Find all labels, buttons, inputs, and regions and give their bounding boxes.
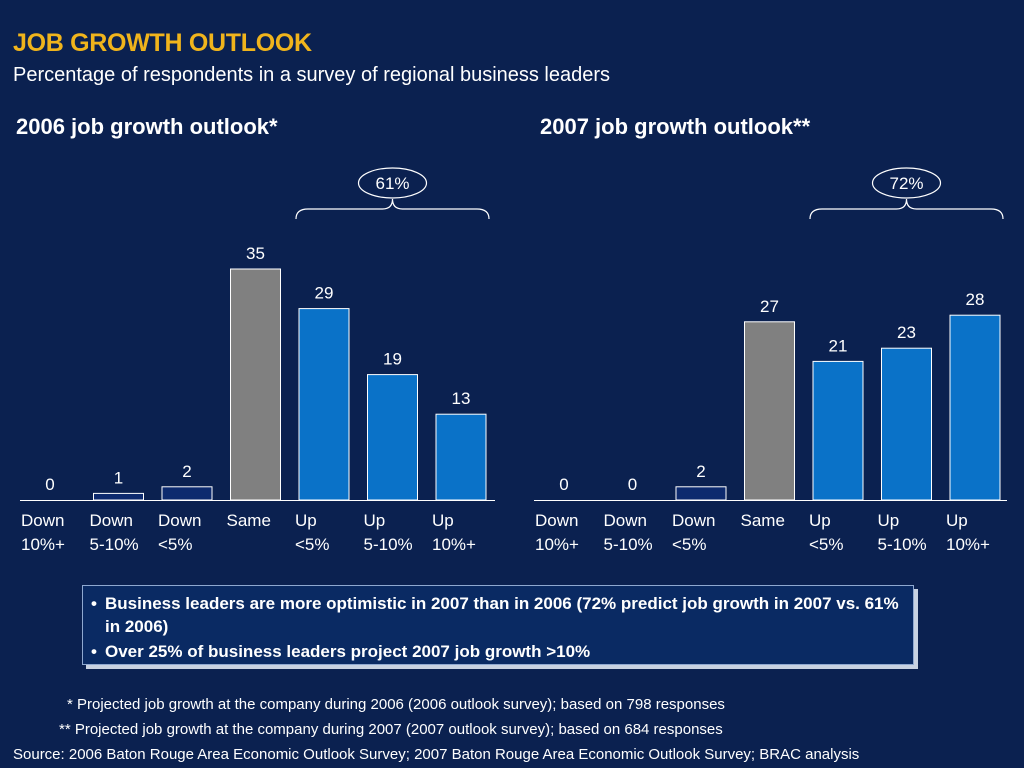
tick-label: Down: [535, 511, 578, 530]
finding-text: Business leaders are more optimistic in …: [105, 594, 899, 636]
data-label: 27: [760, 297, 779, 316]
tick-label: 10%+: [946, 535, 990, 554]
source-note: Source: 2006 Baton Rouge Area Economic O…: [13, 746, 860, 763]
tick-label: Up: [878, 511, 900, 530]
footnote-2007: ** Projected job growth at the company d…: [59, 721, 723, 738]
data-label: 23: [897, 323, 916, 342]
data-label: 28: [966, 290, 985, 309]
data-label: 0: [628, 475, 637, 494]
bracket-label-oval: [357, 167, 428, 199]
data-label: 0: [559, 475, 568, 494]
finding-text: Over 25% of business leaders project 200…: [105, 642, 591, 661]
tick-label: <5%: [672, 535, 707, 554]
bracket-label: 72%: [889, 174, 923, 193]
tick-label: Up: [946, 511, 968, 530]
tick-label: <5%: [158, 535, 193, 554]
tick-label: Same: [227, 511, 271, 530]
bar: [298, 308, 350, 501]
data-label: 2: [696, 462, 705, 481]
data-label: 29: [315, 284, 334, 303]
bar: [812, 360, 864, 501]
bracket-label: 61%: [375, 174, 409, 193]
tick-label: Down: [90, 511, 133, 530]
bar: [881, 347, 932, 501]
tick-label: Same: [741, 511, 785, 530]
tick-label: Down: [604, 511, 647, 530]
bar: [230, 268, 281, 501]
footnote-2006: * Projected job growth at the company du…: [67, 696, 725, 713]
bracket-label-oval: [871, 167, 942, 199]
bracket: [295, 198, 490, 220]
bar: [435, 413, 487, 501]
data-label: 35: [246, 244, 265, 263]
data-label: 1: [114, 468, 123, 487]
tick-label: Down: [158, 511, 201, 530]
tick-label: Up: [364, 511, 386, 530]
bar: [161, 486, 213, 501]
bullet-dot: •: [91, 642, 97, 661]
tick-label: 5-10%: [90, 535, 139, 554]
data-label: 13: [452, 389, 471, 408]
tick-label: 10%+: [21, 535, 65, 554]
tick-label: 10%+: [535, 535, 579, 554]
bar: [93, 492, 144, 501]
page-subtitle: Percentage of respondents in a survey of…: [13, 64, 611, 86]
chart-title-2006: 2006 job growth outlook*: [16, 114, 278, 139]
finding-bullet: • Over 25% of business leaders project 2…: [91, 640, 903, 663]
tick-label: Up: [809, 511, 831, 530]
bar: [949, 314, 1001, 501]
tick-label: Up: [295, 511, 317, 530]
tick-label: <5%: [809, 535, 844, 554]
data-label: 0: [45, 475, 54, 494]
tick-label: 5-10%: [878, 535, 927, 554]
bar: [675, 486, 727, 501]
tick-label: 10%+: [432, 535, 476, 554]
data-label: 2: [182, 462, 191, 481]
tick-label: 5-10%: [604, 535, 653, 554]
tick-label: <5%: [295, 535, 330, 554]
finding-bullet: • Business leaders are more optimistic i…: [91, 592, 903, 638]
data-label: 19: [383, 350, 402, 369]
tick-label: Down: [672, 511, 715, 530]
tick-label: 5-10%: [364, 535, 413, 554]
tick-label: Up: [432, 511, 454, 530]
chart-title-2007: 2007 job growth outlook**: [540, 114, 811, 139]
bar: [367, 374, 418, 501]
tick-label: Down: [21, 511, 64, 530]
bar: [744, 321, 795, 501]
bullet-dot: •: [91, 594, 97, 613]
data-label: 21: [829, 336, 848, 355]
key-findings-box: • Business leaders are more optimistic i…: [82, 585, 914, 665]
bracket: [809, 198, 1004, 220]
page-title: JOB GROWTH OUTLOOK: [13, 29, 312, 57]
